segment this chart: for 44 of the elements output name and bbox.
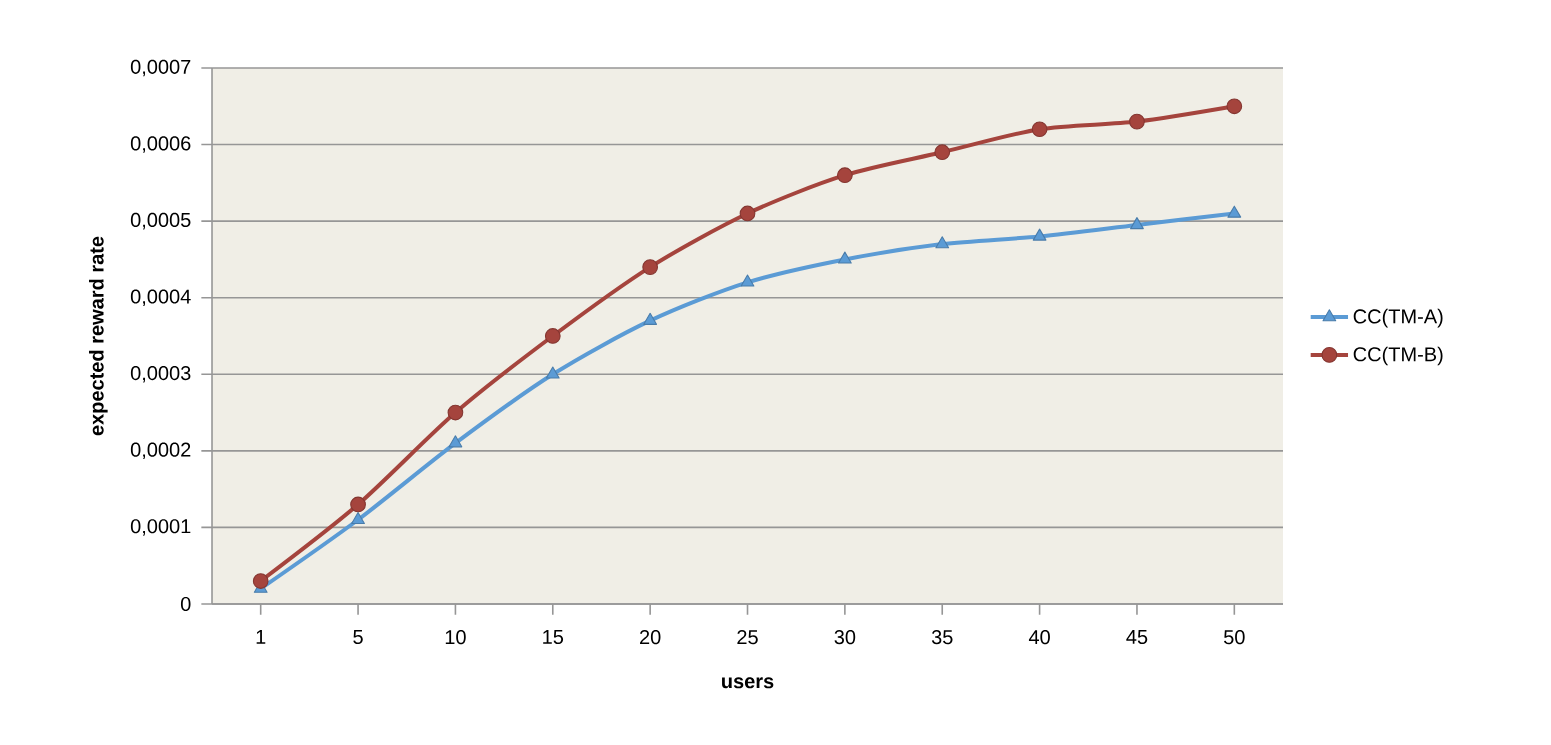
point <box>740 274 755 287</box>
x-tick-label: 35 <box>931 630 953 645</box>
x-tick-label: 30 <box>834 630 856 645</box>
x-tick-label: 1 <box>256 630 266 644</box>
x-tick-label: 25 <box>737 630 758 645</box>
point <box>643 312 658 325</box>
x-tick-label: 40 <box>1028 630 1050 645</box>
x-tick-label: 15 <box>543 630 564 644</box>
x-tick-label: 10 <box>445 630 466 645</box>
y-tick-label: 0 <box>180 596 191 612</box>
x-tick-label: 5 <box>353 630 363 644</box>
point <box>1032 228 1047 241</box>
point <box>447 404 464 421</box>
point <box>545 366 560 379</box>
y-tick-label: 0,0005 <box>130 212 191 230</box>
point <box>739 205 756 222</box>
point <box>351 511 365 524</box>
point <box>1129 113 1145 130</box>
point <box>350 496 366 513</box>
y-tick-label: 0,0004 <box>130 289 191 306</box>
point <box>1227 205 1242 218</box>
x-axis-title: users <box>722 677 774 689</box>
y-axis-title: expected reward rate <box>89 236 108 436</box>
point <box>448 435 463 448</box>
y-tick-label: 0,0003 <box>130 366 191 383</box>
x-tick-label: 50 <box>1224 630 1245 645</box>
point <box>1031 121 1048 138</box>
point <box>837 251 852 264</box>
point <box>935 236 950 249</box>
y-tick-label: 0,0006 <box>130 136 191 153</box>
x-tick-label: 20 <box>640 630 661 645</box>
point <box>837 167 853 184</box>
point <box>1226 98 1243 115</box>
point <box>934 144 951 161</box>
legend-label: CC(TM-A) <box>1353 308 1443 328</box>
point <box>1130 217 1144 230</box>
y-tick-label: 0,0007 <box>130 59 191 77</box>
legend-label: CC(TM-B) <box>1353 346 1443 366</box>
y-tick-label: 0,0002 <box>130 442 191 460</box>
x-tick-label: 45 <box>1126 630 1148 644</box>
point <box>642 259 659 275</box>
point <box>544 328 561 344</box>
point <box>252 573 269 589</box>
y-tick-label: 0,0001 <box>130 519 191 536</box>
